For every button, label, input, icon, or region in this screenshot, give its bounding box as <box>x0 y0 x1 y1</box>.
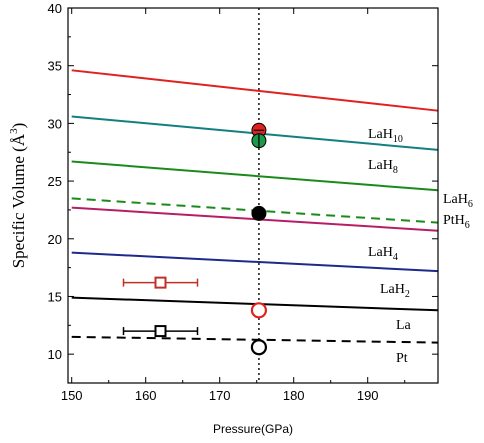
series-line-lah6 <box>71 160 439 192</box>
x-tick-label: 150 <box>61 388 83 403</box>
data-points <box>122 122 268 356</box>
series-label-lah10: LaH10 <box>368 127 403 145</box>
series-label-subscript: 4 <box>393 252 398 263</box>
series-label-la: La <box>396 318 412 333</box>
y-tick-label: 15 <box>48 289 62 304</box>
y-tick-label: 35 <box>48 59 62 74</box>
series-label-base: La <box>396 318 412 333</box>
series-label-subscript: 10 <box>393 134 403 145</box>
x-tick-label: 170 <box>209 388 231 403</box>
square-marker <box>154 325 167 338</box>
series-label-lah4: LaH4 <box>368 245 398 263</box>
y-axis-title-main: Specific Volume (Å <box>9 133 28 268</box>
point-black-open <box>250 339 268 356</box>
y-tick-label: 20 <box>48 232 62 247</box>
series-label-subscript: 6 <box>465 220 470 231</box>
series-label-lah8: LaH8 <box>368 158 398 176</box>
series-lines <box>71 69 439 344</box>
point-red-square <box>122 276 199 289</box>
y-tick-label: 25 <box>48 174 62 189</box>
x-axis-title: Pressure(GPa) <box>213 422 293 436</box>
y-tick-label: 40 <box>48 1 62 16</box>
x-tick-label: 180 <box>283 388 305 403</box>
series-label-subscript: 6 <box>468 199 473 210</box>
square-marker <box>154 276 167 289</box>
circle-marker <box>250 302 268 319</box>
series-label-subscript: 8 <box>393 165 398 176</box>
point-black-filled <box>251 205 267 221</box>
y-axis-title-close: ) <box>9 123 28 129</box>
series-label-base: LaH <box>368 245 393 260</box>
point-black-square <box>122 325 199 338</box>
series-label-lah2: LaH2 <box>380 282 410 300</box>
point-green-filled <box>251 133 267 149</box>
plot-frame <box>67 7 439 384</box>
series-label-base: LaH <box>443 192 468 207</box>
y-tick-label: 10 <box>48 347 62 362</box>
series-label-pth6: PtH6 <box>443 213 470 231</box>
axis-ticks: 150 160 170 180 190 10 15 20 25 30 35 40 <box>48 1 438 403</box>
series-label-base: Pt <box>396 351 408 366</box>
series-line-lah2 <box>71 251 439 273</box>
series-line-lah10 <box>71 69 439 112</box>
x-tick-label: 160 <box>135 388 157 403</box>
series-label-subscript: 2 <box>405 289 410 300</box>
x-tick-label: 190 <box>357 388 379 403</box>
series-label-base: LaH <box>368 127 393 142</box>
point-red-open <box>250 302 268 319</box>
series-label-pt: Pt <box>396 351 408 366</box>
series-label-base: LaH <box>380 282 405 297</box>
series-label-base: LaH <box>368 158 393 173</box>
series-label-base: PtH <box>443 213 465 228</box>
y-axis-title-superscript: 3 <box>8 128 20 134</box>
series-line-pt <box>71 335 439 344</box>
circle-marker <box>250 339 268 356</box>
y-axis-title: Specific Volume (Å3) <box>8 123 28 269</box>
series-label-lah6: LaH6 <box>443 192 473 210</box>
y-tick-label: 30 <box>48 116 62 131</box>
